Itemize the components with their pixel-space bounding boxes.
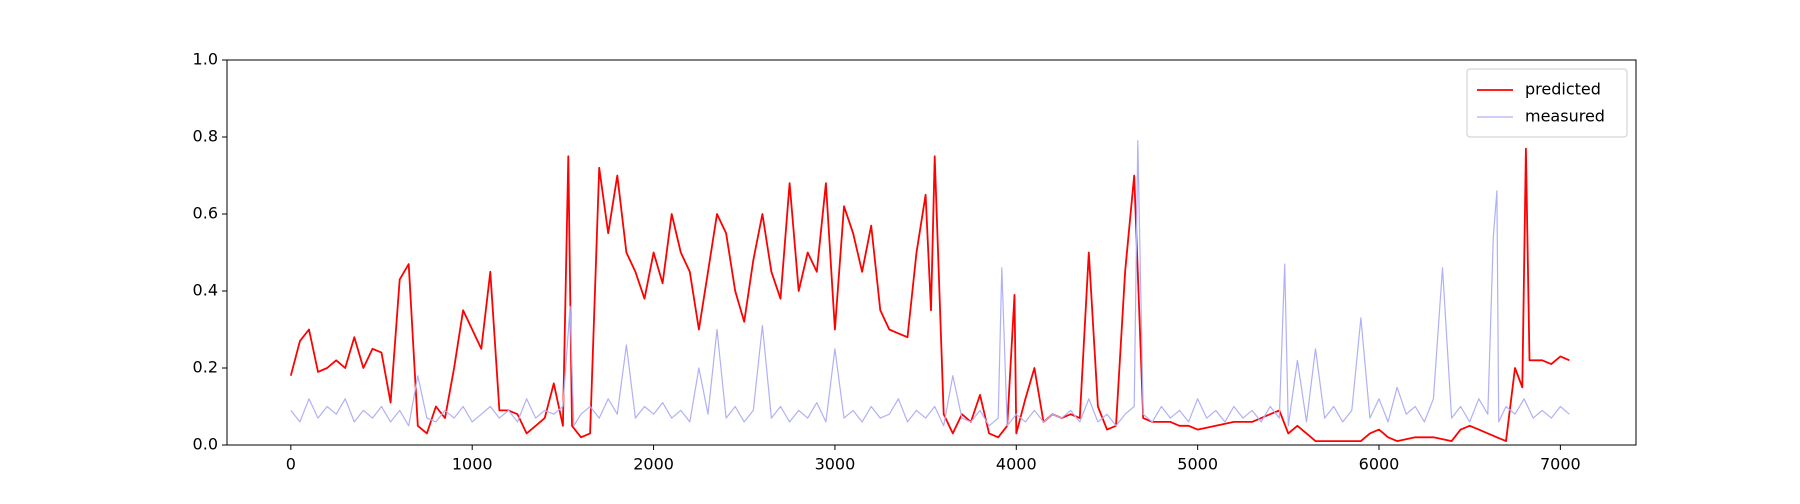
y-tick-label: 0.4: [193, 281, 218, 300]
legend-label: predicted: [1525, 80, 1601, 99]
y-tick-label: 0.6: [193, 204, 218, 223]
x-tick-label: 3000: [815, 455, 856, 474]
series-line: [289, 147, 1570, 442]
y-tick-label: 1.0: [193, 50, 218, 69]
x-tick-label: 6000: [1359, 455, 1400, 474]
y-tick-label: 0.8: [193, 127, 218, 146]
x-tick-label: 2000: [633, 455, 674, 474]
x-tick-label: 1000: [452, 455, 493, 474]
y-tick-label: 0.0: [193, 435, 218, 454]
legend-label: measured: [1525, 107, 1605, 126]
x-tick-label: 7000: [1540, 455, 1581, 474]
plot-frame: [226, 59, 1637, 446]
x-tick-label: 4000: [996, 455, 1037, 474]
x-tick-label: 5000: [1177, 455, 1218, 474]
y-tick-label: 0.2: [193, 358, 218, 377]
series-line: [290, 140, 1570, 427]
x-tick-label: 0: [286, 455, 296, 474]
legend-box: [1466, 68, 1628, 138]
